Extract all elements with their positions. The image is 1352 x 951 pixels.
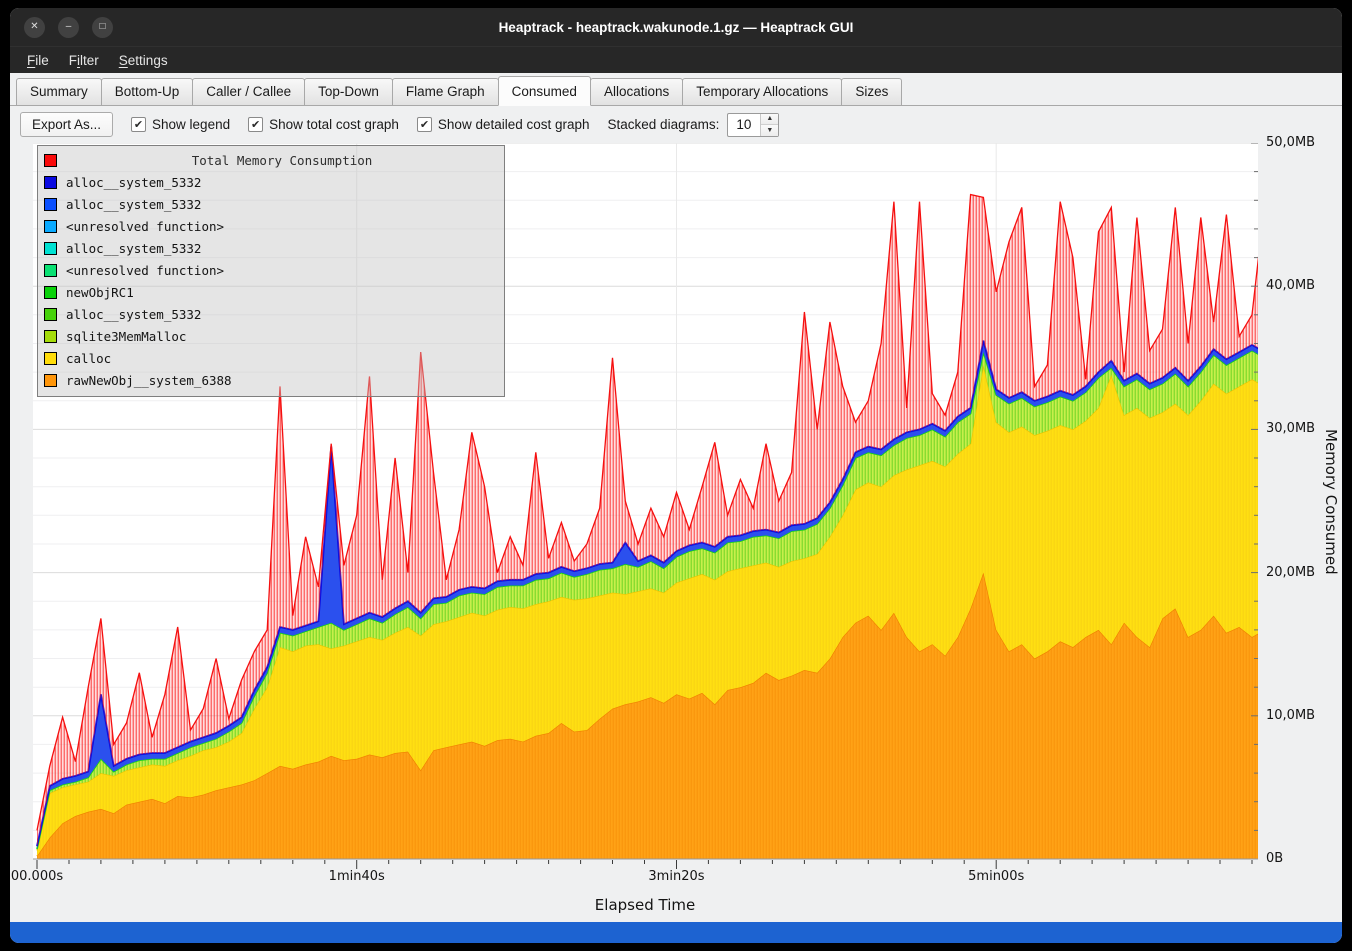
y-axis-tick-label: 0B xyxy=(1266,851,1284,866)
legend-entry: rawNewObj__system_6388 xyxy=(44,369,498,391)
heaptrack-window: ✕ – □ Heaptrack - heaptrack.wakunode.1.gz … xyxy=(10,8,1342,943)
tab-flame-graph[interactable]: Flame Graph xyxy=(391,78,499,105)
x-axis-tick-label: 1min40s xyxy=(328,869,385,884)
export-as-button[interactable]: Export As... xyxy=(20,112,114,137)
titlebar[interactable]: ✕ – □ Heaptrack - heaptrack.wakunode.1.gz … xyxy=(10,8,1342,46)
memory-consumption-chart[interactable] xyxy=(33,143,1258,871)
legend-entry: alloc__system_5332 xyxy=(44,237,498,259)
legend-entry: calloc xyxy=(44,347,498,369)
legend-label: alloc__system_5332 xyxy=(66,240,202,256)
tab-consumed[interactable]: Consumed xyxy=(497,76,591,106)
checkbox-show-total-cost-graph[interactable]: ✔ Show total cost graph xyxy=(248,117,399,132)
maximize-button[interactable]: □ xyxy=(92,16,113,38)
legend-swatch xyxy=(44,153,57,167)
legend-entry: alloc__system_5332 xyxy=(44,193,498,215)
legend-label: calloc xyxy=(66,350,112,366)
x-axis-tick-label: 3min20s xyxy=(648,869,705,884)
legend-entry: <unresolved function> xyxy=(44,259,498,281)
series-line-green-band-sqlite3memmalloc-newobjrc1-al xyxy=(36,349,1258,850)
bottom-panel xyxy=(10,922,1342,943)
main-content: Summary Bottom-Up Caller / Callee Top-Down F… xyxy=(10,73,1342,922)
x-axis-title: Elapsed Time xyxy=(594,896,696,914)
tab-temporary-allocations[interactable]: Temporary Allocations xyxy=(682,78,843,105)
legend-label: <unresolved function> xyxy=(66,262,225,278)
series-line-total-memory-consumption xyxy=(36,193,1258,831)
menu-filter[interactable]: Filter xyxy=(68,52,99,68)
stacked-diagrams-label: Stacked diagrams: xyxy=(607,117,720,132)
legend-swatch xyxy=(44,241,57,255)
legend-swatch xyxy=(44,307,57,321)
legend-swatch xyxy=(44,285,57,299)
tab-summary[interactable]: Summary xyxy=(16,78,102,105)
checkbox-label: Show legend xyxy=(152,117,231,132)
legend-entry: sqlite3MemMalloc xyxy=(44,325,498,347)
toolbar-checkboxes: ✔ Show legend ✔ Show total cost graph ✔ Show … xyxy=(131,117,590,132)
chart-region: Total Memory Consumption alloc__system_53… xyxy=(10,135,1342,922)
spin-up-arrow-icon[interactable]: ▲ xyxy=(761,113,779,124)
y-axis-tick-label: 10,0MB xyxy=(1266,707,1316,723)
chart-plot[interactable]: Total Memory Consumption alloc__system_53… xyxy=(33,143,1258,871)
stacked-diagrams-spinbox[interactable]: 10 ▲ ▼ xyxy=(727,112,780,137)
legend-swatch xyxy=(44,219,57,233)
checkbox-show-legend[interactable]: ✔ Show legend xyxy=(131,117,230,132)
legend-swatch xyxy=(44,197,57,211)
checkbox-label: Show total cost graph xyxy=(269,117,399,132)
legend-entry: newObjRC1 xyxy=(44,281,498,303)
legend-label: newObjRC1 xyxy=(66,284,134,300)
legend-label: alloc__system_5332 xyxy=(66,196,202,212)
stacked-diagrams-control: Stacked diagrams: 10 ▲ ▼ xyxy=(607,112,780,137)
legend-entry: <unresolved function> xyxy=(44,215,498,237)
legend-label: alloc__system_5332 xyxy=(66,306,202,322)
checkbox-label: Show detailed cost graph xyxy=(437,117,590,132)
spin-down-arrow-icon[interactable]: ▼ xyxy=(761,124,779,136)
chart-legend: Total Memory Consumption alloc__system_53… xyxy=(37,145,505,397)
tab-bottom-up[interactable]: Bottom-Up xyxy=(100,78,194,105)
legend-label: <unresolved function> xyxy=(66,218,225,234)
series-area-calloc xyxy=(37,365,1258,857)
series-area-total-memory-consumption xyxy=(37,194,1258,847)
y-axis-tick-label: 30,0MB xyxy=(1266,421,1316,437)
legend-swatch xyxy=(44,329,57,343)
window-title: Heaptrack - heaptrack.wakunode.1.gz — He… xyxy=(498,19,854,35)
legend-swatch xyxy=(44,263,57,277)
stacked-diagrams-value[interactable]: 10 xyxy=(736,116,752,132)
tab-bar: Summary Bottom-Up Caller / Callee Top-Down F… xyxy=(10,73,1342,106)
tab-allocations[interactable]: Allocations xyxy=(589,78,684,105)
y-axis-title: Memory Consumed xyxy=(1322,429,1340,575)
legend-entry: alloc__system_5332 xyxy=(44,171,498,193)
menu-file[interactable]: File xyxy=(27,52,49,68)
checkbox-icon[interactable]: ✔ xyxy=(131,117,147,132)
close-button[interactable]: ✕ xyxy=(24,16,45,38)
tab-caller-callee[interactable]: Caller / Callee xyxy=(192,78,306,105)
toolbar: Export As... ✔ Show legend ✔ Show total cos… xyxy=(10,106,1342,143)
legend-swatch xyxy=(44,175,57,189)
checkbox-icon[interactable]: ✔ xyxy=(416,117,432,132)
minimize-button[interactable]: – xyxy=(58,16,79,38)
legend-title: Total Memory Consumption xyxy=(191,152,373,168)
legend-entry: alloc__system_5332 xyxy=(44,303,498,325)
legend-label: sqlite3MemMalloc xyxy=(66,328,187,344)
tab-sizes[interactable]: Sizes xyxy=(841,78,903,105)
legend-label: rawNewObj__system_6388 xyxy=(66,372,232,388)
y-axis-tick-label: 40,0MB xyxy=(1266,278,1316,294)
tab-top-down[interactable]: Top-Down xyxy=(304,78,393,105)
legend-label: alloc__system_5332 xyxy=(66,174,202,190)
legend-title-row: Total Memory Consumption xyxy=(44,149,498,171)
series-line-alloc-system-5332-blue-top xyxy=(36,340,1258,847)
legend-swatch xyxy=(44,373,57,387)
spinbox-buttons: ▲ ▼ xyxy=(760,113,779,136)
menu-settings[interactable]: Settings xyxy=(118,52,168,68)
series-area-green-band-sqlite3memmalloc-newobjrc1-al xyxy=(37,350,1258,851)
menubar: File Filter Settings xyxy=(10,46,1342,73)
series-area-rawnewobj-system-6388 xyxy=(37,572,1258,859)
y-axis-tick-label: 50,0MB xyxy=(1266,135,1316,150)
checkbox-icon[interactable]: ✔ xyxy=(248,117,264,132)
x-axis-tick-label: 5min00s xyxy=(968,869,1025,884)
y-axis-tick-label: 20,0MB xyxy=(1266,564,1316,580)
checkbox-show-detailed-cost-graph[interactable]: ✔ Show detailed cost graph xyxy=(416,117,590,132)
legend-swatch xyxy=(44,351,57,365)
window-controls: ✕ – □ xyxy=(24,8,113,46)
x-axis-tick-label: 00.000s xyxy=(10,869,64,884)
